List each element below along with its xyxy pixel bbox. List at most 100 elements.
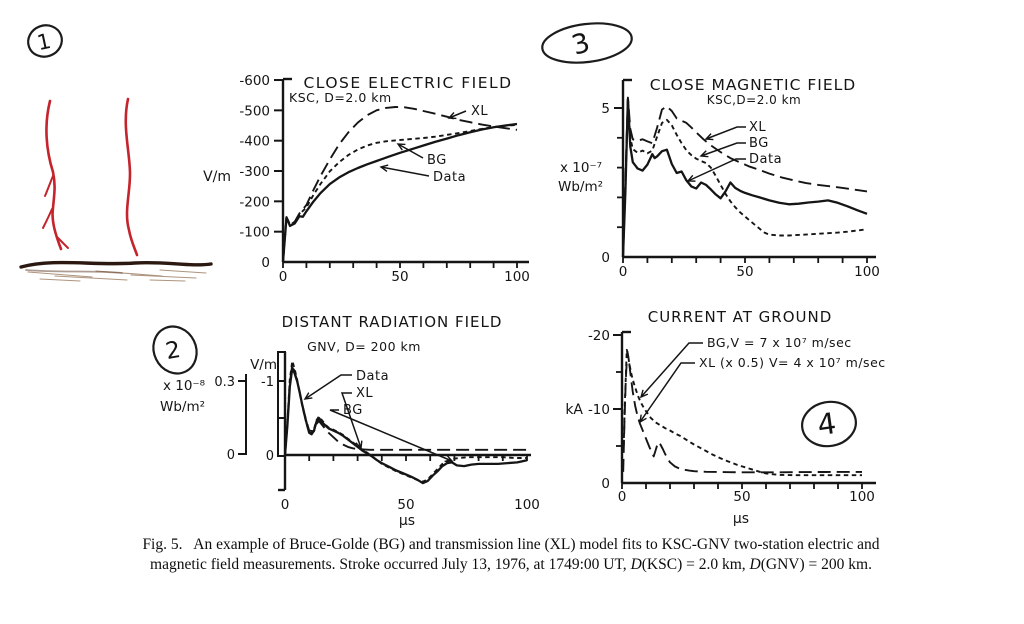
lightning-channel-right xyxy=(124,97,139,257)
y-tick-label: -400 xyxy=(239,134,270,150)
circle-1-number: 1 xyxy=(35,29,53,55)
series-arrow-BG xyxy=(639,342,703,399)
series-BG-line xyxy=(622,348,862,477)
chart-title: CURRENT AT GROUND xyxy=(648,308,833,326)
series-arrow-XL xyxy=(639,362,695,424)
series-XL-line xyxy=(622,96,868,258)
lightning-sketch xyxy=(19,97,213,282)
x-tick-label: 50 xyxy=(397,497,414,513)
x-axis-unit: µs xyxy=(399,513,415,529)
y-tick-label: 0 xyxy=(601,250,610,266)
caption-line: Fig. 5. An example of Bruce-Golde (BG) a… xyxy=(142,536,880,553)
y-axis-unit: V/m xyxy=(203,169,231,185)
circle-3-number: 3 xyxy=(568,27,593,62)
y-axis-unit: x 10⁻⁷ xyxy=(560,160,602,176)
series-label-Data: Data xyxy=(356,369,389,384)
series-label-XL: XL xyxy=(471,104,488,119)
series-label-BG: BG xyxy=(427,153,447,168)
extra-axis-unit: x 10⁻⁸ xyxy=(163,378,205,394)
series-arrow-BG xyxy=(329,409,454,463)
x-tick-label: 0 xyxy=(279,269,288,285)
inner-vm-axis xyxy=(277,351,286,457)
series-arrow-XL xyxy=(447,110,467,120)
series-arrow-Data xyxy=(379,164,430,177)
circle-1-outline xyxy=(27,24,63,58)
series-arrow-Data xyxy=(303,374,352,400)
series-Data-line xyxy=(621,97,868,258)
annotation-circle-3: 3 xyxy=(541,22,633,64)
extra-tick-label: 0.3 xyxy=(214,375,235,390)
figure-caption: Fig. 5. An example of Bruce-Golde (BG) a… xyxy=(56,535,966,574)
series-label-BG: BG xyxy=(343,403,363,418)
lightning-channel-left xyxy=(45,99,63,251)
series-arrow-XL xyxy=(340,392,363,450)
series-Data-line xyxy=(283,366,528,485)
series-XL-line xyxy=(622,350,862,474)
y-tick-label: -300 xyxy=(239,164,270,180)
series-BG-line xyxy=(282,123,518,263)
series-arrow-XL xyxy=(704,126,746,141)
y-tick-label: -600 xyxy=(239,73,270,89)
series-label-BG: BG,V = 7 x 10⁷ m/sec xyxy=(707,335,852,350)
y-axis-unit: Wb/m² xyxy=(558,179,603,195)
y-axis-unit: V/m xyxy=(250,357,277,373)
annotation-circle-1: 1 xyxy=(27,24,63,58)
caption-line: magnetic field measurements. Stroke occu… xyxy=(150,555,872,573)
y-tick-label: -10 xyxy=(588,402,610,418)
series-BG-line xyxy=(622,98,868,258)
series-label-BG: BG xyxy=(749,136,769,151)
series-arrow-BG xyxy=(396,143,424,159)
y-tick-label: -20 xyxy=(588,328,610,344)
annotation-circle-4: 4 xyxy=(801,400,857,448)
x-tick-label: 100 xyxy=(514,497,540,513)
series-label-XL: XL (x 0.5) V= 4 x 10⁷ m/sec xyxy=(699,355,886,370)
x-tick-label: 0 xyxy=(619,264,628,280)
circle-4-outline xyxy=(801,400,857,448)
circle-2-outline xyxy=(152,325,198,375)
y-tick-label: -200 xyxy=(239,194,270,210)
circle-4-number: 4 xyxy=(815,406,838,442)
extra-tick-label: 0 xyxy=(227,448,235,463)
ground-stroke xyxy=(19,260,213,269)
y-axis-unit: kA xyxy=(565,402,583,418)
series-label-XL: XL xyxy=(356,386,373,401)
y-tick-label: 5 xyxy=(601,101,610,117)
x-tick-label: 0 xyxy=(618,489,627,505)
chart-subtitle: KSC, D=2.0 km xyxy=(289,90,392,105)
chart-close-electric-field: 0 50 100 -100 -200 -300 -400 -500 -600 0 V/m CLOSE … xyxy=(203,73,530,285)
ground-shadow xyxy=(25,269,123,274)
y-tick-label: -1 xyxy=(261,375,274,390)
chart-distant-radiation-field: 0 50 100 µs -1 0 V/m 0.3 0 x 10⁻⁸ Wb/m² DISTANT RAD… xyxy=(160,313,540,529)
chart-title: DISTANT RADIATION FIELD xyxy=(282,313,503,331)
lightning-branch-lower xyxy=(42,208,53,229)
series-arrow-Data xyxy=(686,158,746,182)
lightning-branch-upper xyxy=(44,175,54,197)
circle-3-outline xyxy=(541,22,633,64)
y-tick-label: -100 xyxy=(239,225,270,241)
chart-current-at-ground: 0 50 100 µs -20 -10 0 kA CURRENT AT GROUND BG,V =… xyxy=(565,308,885,527)
y-tick-label: 0 xyxy=(266,449,274,464)
figure-canvas: 1 2 3 4 0 50 100-100-200-300-400-500-6000V… xyxy=(19,22,885,529)
chart-title: CLOSE MAGNETIC FIELD xyxy=(650,76,856,94)
annotation-circle-2: 2 xyxy=(152,325,198,375)
series-Data-line xyxy=(281,122,518,263)
series-XL-line xyxy=(282,106,518,263)
series-label-Data: Data xyxy=(749,152,782,167)
chart-title: CLOSE ELECTRIC FIELD xyxy=(303,74,512,92)
series-arrow-BG xyxy=(699,142,746,158)
circle-2-number: 2 xyxy=(164,337,183,365)
x-tick-label: 0 xyxy=(281,497,290,513)
chart-subtitle: KSC,D=2.0 km xyxy=(707,93,802,107)
x-tick-label: 100 xyxy=(854,264,880,280)
y-tick-label: -500 xyxy=(239,103,270,119)
x-axis-unit: µs xyxy=(733,511,749,527)
x-tick-label: 50 xyxy=(736,264,753,280)
series-label-Data: Data xyxy=(433,170,466,185)
chart-subtitle: GNV, D= 200 km xyxy=(307,339,421,354)
extra-axis-unit: Wb/m² xyxy=(160,399,205,415)
x-tick-label: 50 xyxy=(733,489,750,505)
y-tick-label: 0 xyxy=(261,255,270,271)
x-tick-label: 100 xyxy=(849,489,875,505)
